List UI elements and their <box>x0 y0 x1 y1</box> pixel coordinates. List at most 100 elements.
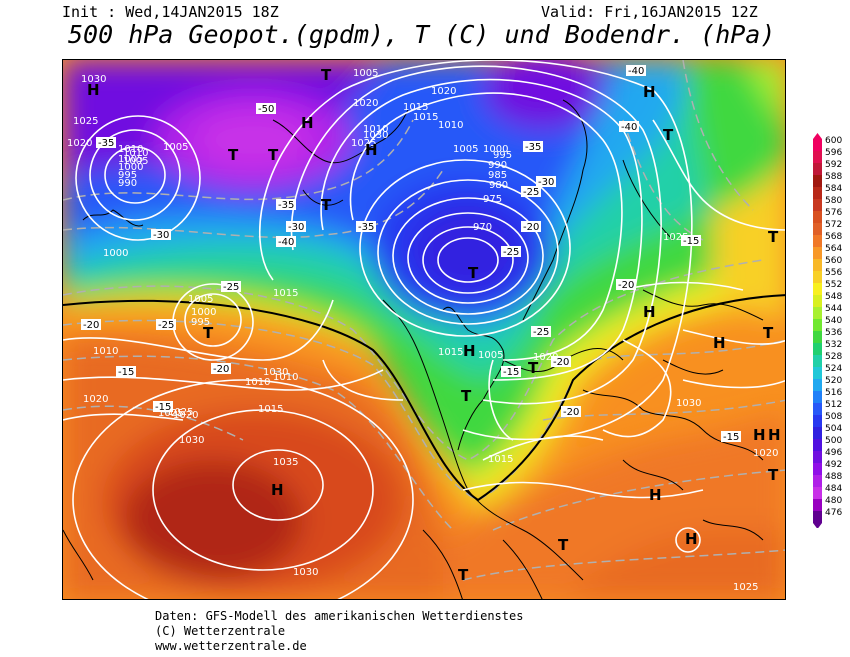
high-pressure-marker: H <box>87 81 100 99</box>
legend-swatch <box>813 163 822 175</box>
isotherm-label-box <box>531 326 551 337</box>
isotherm-label-box <box>619 121 639 132</box>
isobar-label: 1020 <box>173 410 198 421</box>
legend-swatch <box>813 499 822 511</box>
legend-bottom-arrow <box>813 523 822 529</box>
isotherm-label: -25 <box>223 282 239 293</box>
legend-top-arrow <box>813 133 822 139</box>
isotherm-label-box <box>81 319 101 330</box>
low-pressure-marker: T <box>321 66 332 84</box>
low-pressure-marker: T <box>528 359 539 377</box>
isohypse-552 <box>63 294 785 502</box>
high-pressure-marker: H <box>649 486 662 504</box>
legend-swatch <box>813 211 822 223</box>
low-pressure-marker: T <box>461 387 472 405</box>
isotherm-label-box <box>151 229 171 240</box>
isobar-label: 1010 <box>273 372 298 383</box>
legend-tick-label: 488 <box>825 472 842 482</box>
isobar-label: 1030 <box>81 74 106 85</box>
isobar-label: 1000 <box>118 162 143 173</box>
legend-tick-label: 500 <box>825 436 842 446</box>
legend-swatch <box>813 259 822 271</box>
isotherm-label: -20 <box>618 280 634 291</box>
isotherm-label-box <box>221 281 241 292</box>
high-pressure-marker: H <box>753 426 766 444</box>
isobar-label: 1030 <box>293 567 318 578</box>
high-pressure-marker: H <box>768 426 781 444</box>
legend-swatch <box>813 343 822 355</box>
legend-swatch <box>813 235 822 247</box>
isotherm-label: -25 <box>533 327 549 338</box>
legend-swatch <box>813 487 822 499</box>
legend-swatch <box>813 511 822 523</box>
isobar-label: 1030 <box>363 130 388 141</box>
legend-swatch <box>813 271 822 283</box>
isotherm-label-box <box>153 401 173 412</box>
isobar-label: 1015 <box>273 288 298 299</box>
legend-tick-label: 568 <box>825 232 842 242</box>
isotherm-label: -20 <box>553 357 569 368</box>
init-time: Init : Wed,14JAN2015 18Z <box>62 3 279 21</box>
isobar-label: 1030 <box>263 367 288 378</box>
legend-swatch <box>813 391 822 403</box>
legend-swatch <box>813 475 822 487</box>
isobar-label: 975 <box>483 194 502 205</box>
high-pressure-marker: H <box>643 303 656 321</box>
isobar-label: 995 <box>493 150 512 161</box>
isotherm-label: -40 <box>278 237 294 248</box>
legend-tick-label: 476 <box>825 508 842 518</box>
isobar-label: 1010 <box>245 377 270 388</box>
high-pressure-marker: H <box>463 342 476 360</box>
legend-tick-label: 592 <box>825 160 842 170</box>
isobar-label: 1005 <box>353 68 378 79</box>
isobar-label: 1030 <box>179 435 204 446</box>
isobar-label: 1010 <box>123 148 148 159</box>
legend: 600 596 592 588 584 580 576 572 568 564 560 556 552 5… <box>808 133 848 532</box>
low-pressure-marker: T <box>228 146 239 164</box>
low-pressure-marker: T <box>321 196 332 214</box>
isobar-label: 990 <box>118 178 137 189</box>
footer-copyright: (C) Wetterzentrale <box>155 624 286 638</box>
isobar-label: 1005 <box>453 144 478 155</box>
legend-tick-label: 536 <box>825 328 842 338</box>
isobar-label: 1020 <box>753 448 778 459</box>
isotherm-label: -35 <box>358 222 374 233</box>
isobar-label: 1015 <box>438 347 463 358</box>
low-pressure-marker: T <box>663 126 674 144</box>
low-pressure-marker: T <box>203 324 214 342</box>
isobar-label: 1005 <box>478 350 503 361</box>
isobar-label: 1035 <box>273 457 298 468</box>
legend-swatch <box>813 463 822 475</box>
low-pressure-marker: T <box>768 466 779 484</box>
isotherm-label-box <box>286 221 306 232</box>
isotherm-label-box <box>523 141 543 152</box>
legend-swatch <box>813 367 822 379</box>
isobar-label: 990 <box>488 160 507 171</box>
isotherm-label-box <box>626 65 646 76</box>
legend-tick-label: 508 <box>825 412 842 422</box>
isotherm-label: -35 <box>278 200 294 211</box>
isotherm-label: -15 <box>155 402 171 413</box>
isotherm-label: -25 <box>158 320 174 331</box>
isobar-label: 1015 <box>403 102 428 113</box>
legend-tick-label: 496 <box>825 448 842 458</box>
isobar-label: 1020 <box>83 394 108 405</box>
isotherm-label: -30 <box>288 222 304 233</box>
isotherm-label-box <box>501 246 521 257</box>
isobar-label: 995 <box>118 170 137 181</box>
isobar-label: 1015 <box>488 454 513 465</box>
legend-swatch <box>813 331 822 343</box>
legend-tick-label: 544 <box>825 304 842 314</box>
isotherm-label-box <box>501 366 521 377</box>
legend-tick-label: 560 <box>825 256 842 266</box>
legend-tick-label: 584 <box>825 184 842 194</box>
isotherm-label-box <box>721 431 741 442</box>
isotherm-label-box <box>681 235 701 246</box>
high-pressure-marker: H <box>271 481 284 499</box>
legend-tick-label: 588 <box>825 172 842 182</box>
legend-tick-label: 564 <box>825 244 842 254</box>
legend-tick-label: 600 <box>825 136 842 146</box>
legend-tick-label: 596 <box>825 148 842 158</box>
legend-tick-label: 556 <box>825 268 842 278</box>
